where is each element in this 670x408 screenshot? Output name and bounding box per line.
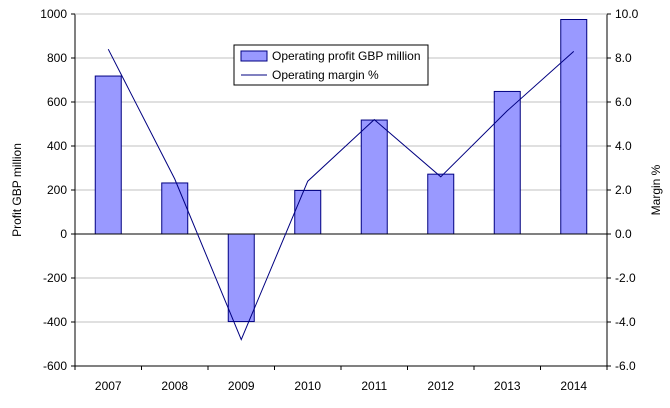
right-tick-label: -2.0 <box>615 271 636 285</box>
bar-2012 <box>427 173 455 235</box>
left-tick-label: 800 <box>47 51 67 65</box>
right-tick-label: -6.0 <box>615 359 636 373</box>
x-tick-label: 2009 <box>228 379 255 393</box>
left-tick-label: 200 <box>47 183 67 197</box>
left-tick-label: 400 <box>47 139 67 153</box>
x-tick-label: 2007 <box>95 379 122 393</box>
right-tick-label: 2.0 <box>615 183 632 197</box>
bar-2010 <box>294 189 322 235</box>
bar-2013 <box>493 90 521 235</box>
right-axis-title: Margin % <box>649 164 663 215</box>
left-tick-label: 0 <box>60 227 67 241</box>
legend: Operating profit GBP million Operating m… <box>233 44 429 86</box>
x-axis-ticks: 2007 2008 2009 2010 2011 2012 2013 2014 <box>74 366 608 393</box>
left-tick-label: 1000 <box>40 7 67 21</box>
legend-label-margin: Operating margin % <box>272 68 379 82</box>
left-axis-ticks: -600 -400 -200 0 200 400 600 800 1000 <box>40 7 75 373</box>
right-tick-label: 10.0 <box>615 7 639 21</box>
right-tick-label: 4.0 <box>615 139 632 153</box>
gridlines <box>75 57 607 323</box>
right-tick-label: -4.0 <box>615 315 636 329</box>
left-tick-label: 600 <box>47 95 67 109</box>
x-tick-label: 2013 <box>494 379 521 393</box>
x-tick-label: 2012 <box>427 379 454 393</box>
bar-2007 <box>94 75 122 235</box>
legend-label-profit: Operating profit GBP million <box>272 49 421 63</box>
legend-bar-swatch <box>240 50 268 62</box>
left-tick-label: -200 <box>43 271 67 285</box>
right-tick-label: 0.0 <box>615 227 632 241</box>
bar-2014 <box>560 19 588 235</box>
bar-2009 <box>227 233 255 323</box>
right-tick-label: 8.0 <box>615 51 632 65</box>
x-tick-label: 2014 <box>560 379 587 393</box>
x-tick-label: 2010 <box>294 379 321 393</box>
right-axis-ticks: -6.0 -4.0 -2.0 0.0 2.0 4.0 6.0 8.0 10.0 <box>607 7 639 373</box>
bar-2008 <box>161 182 189 235</box>
left-tick-label: -600 <box>43 359 67 373</box>
left-axis-title: Profit GBP million <box>10 143 24 237</box>
bar-series <box>94 19 588 323</box>
margin-line <box>107 48 575 341</box>
x-tick-label: 2008 <box>161 379 188 393</box>
x-tick-label: 2011 <box>361 379 387 393</box>
bar-2011 <box>360 119 388 235</box>
right-tick-label: 6.0 <box>615 95 632 109</box>
left-tick-label: -400 <box>43 315 67 329</box>
